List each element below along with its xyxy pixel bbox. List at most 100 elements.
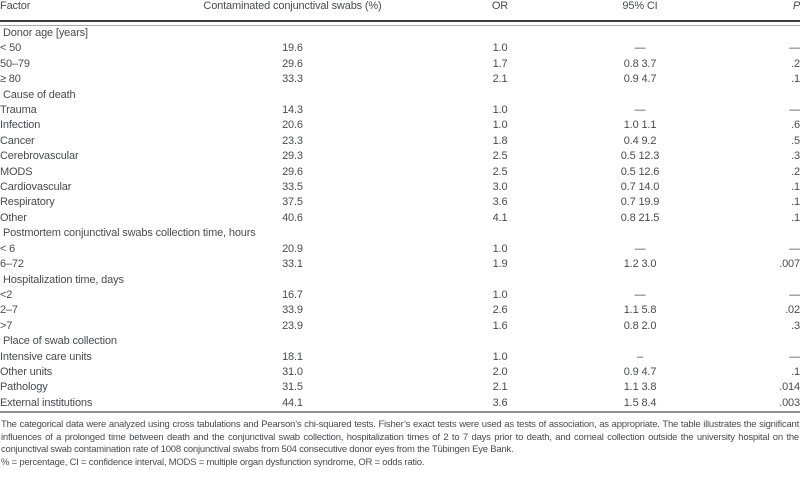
cell-or: 3.0 xyxy=(492,181,508,194)
cell-swabs: 14.3 xyxy=(282,104,303,117)
table-row: Cerebrovascular 29.3 2.5 0.5 12.3 .3 xyxy=(0,149,800,164)
cell-swabs: 33.9 xyxy=(282,304,303,317)
cell-p: .1 xyxy=(791,211,800,224)
cell-or: 1.8 xyxy=(492,134,508,147)
cell-p: .1 xyxy=(791,181,800,194)
cell-factor: < 50 xyxy=(0,42,22,55)
cell-p: — xyxy=(789,350,800,363)
cell-factor: MODS xyxy=(0,165,33,178)
cell-factor: Cancer xyxy=(0,134,35,147)
table-row: Infection 20.6 1.0 1.0 1.1 .6 xyxy=(0,118,800,133)
cell-swabs: 40.6 xyxy=(282,211,303,224)
cell-or: 1.0 xyxy=(492,119,508,132)
cell-ci: 0.8 21.5 xyxy=(620,211,660,224)
cell-p: .003 xyxy=(670,395,800,414)
cell-ci: 1.2 3.0 xyxy=(623,258,657,271)
cell-swabs: 31.5 xyxy=(282,381,303,394)
cell-swabs: 16.7 xyxy=(282,288,303,301)
cell-factor: Cardiovascular xyxy=(0,181,72,194)
cell-or: 3.6 xyxy=(390,395,610,414)
cell-ci: 0.9 4.7 xyxy=(623,73,657,86)
cell-or: 1.0 xyxy=(492,42,508,55)
footnote-abbreviations: % = percentage, CI = confidence interval… xyxy=(1,457,425,469)
cell-p: .014 xyxy=(779,381,800,394)
cell-factor: Intensive care units xyxy=(0,350,92,363)
cell-or: 2.6 xyxy=(492,304,508,317)
cell-or: 1.0 xyxy=(492,104,508,117)
cell-or: 1.6 xyxy=(492,319,508,332)
table-row: 50–79 29.6 1.7 0.8 3.7 .2 xyxy=(0,57,800,72)
cell-factor: < 6 xyxy=(0,242,16,255)
cell-ci: 0.7 19.9 xyxy=(620,196,660,209)
cell-ci: — xyxy=(634,104,646,117)
cell-factor: Trauma xyxy=(0,104,37,117)
table-row: Trauma 14.3 1.0 — — xyxy=(0,103,800,118)
cell-ci: – xyxy=(637,350,643,363)
cell-or: 2.5 xyxy=(492,165,508,178)
cell-ci: 0.8 2.0 xyxy=(623,319,657,332)
group-header-row: Place of swab collection xyxy=(0,334,800,349)
cell-ci: — xyxy=(634,288,646,301)
cell-p: .2 xyxy=(791,57,800,70)
cell-or: 2.1 xyxy=(492,73,508,86)
cell-or: 2.1 xyxy=(492,381,508,394)
cell-or: 1.0 xyxy=(492,350,508,363)
col-header-contaminated-swabs: Contaminated conjunctival swabs (%) xyxy=(195,0,390,22)
table-row: Cardiovascular 33.5 3.0 0.7 14.0 .1 xyxy=(0,180,800,195)
cell-ci: 0.8 3.7 xyxy=(623,57,657,70)
group-header-row: Hospitalization time, days xyxy=(0,273,800,288)
cell-or: 4.1 xyxy=(492,211,508,224)
cell-swabs: 29.6 xyxy=(282,57,303,70)
group-header-row: Postmortem conjunctival swabs collection… xyxy=(0,226,800,241)
cell-factor: 50–79 xyxy=(0,57,30,70)
table-row: <2 16.7 1.0 — — xyxy=(0,288,800,303)
col-header-p-value: P xyxy=(670,0,800,22)
cell-swabs: 29.6 xyxy=(282,165,303,178)
cell-or: 1.0 xyxy=(492,242,508,255)
cell-ci: 0.5 12.3 xyxy=(620,150,660,163)
cell-factor: Infection xyxy=(0,119,41,132)
table-body: Donor age [years] < 50 19.6 1.0 — — 50–79 29.6 1… xyxy=(0,21,800,414)
table-header: Factor Contaminated conjunctival swabs (… xyxy=(0,0,800,22)
table-row: Intensive care units 18.1 1.0 – — xyxy=(0,350,800,365)
cell-ci: — xyxy=(634,242,646,255)
cell-factor: <2 xyxy=(0,288,13,301)
cell-p: .1 xyxy=(791,73,800,86)
cell-swabs: 37.5 xyxy=(282,196,303,209)
cell-ci: 0.5 12.6 xyxy=(620,165,660,178)
table-row: 2–7 33.9 2.6 1.1 5.8 .02 xyxy=(0,303,800,318)
cell-swabs: 20.6 xyxy=(282,119,303,132)
cell-factor: Cerebrovascular xyxy=(0,150,79,163)
table-row: Cancer 23.3 1.8 0.4 9.2 .5 xyxy=(0,134,800,149)
cell-swabs: 33.3 xyxy=(282,73,303,86)
cell-factor: External institutions xyxy=(0,395,195,414)
cell-swabs: 18.1 xyxy=(282,350,303,363)
cell-swabs: 31.0 xyxy=(282,365,303,378)
cell-p: .3 xyxy=(791,319,800,332)
cell-ci: 0.7 14.0 xyxy=(620,181,660,194)
cell-p: .5 xyxy=(791,134,800,147)
cell-p: — xyxy=(789,104,800,117)
cell-swabs: 44.1 xyxy=(195,395,390,414)
statistics-table: Factor Contaminated conjunctival swabs (… xyxy=(0,0,800,414)
table-row: < 50 19.6 1.0 — — xyxy=(0,41,800,56)
cell-factor: 6–72 xyxy=(0,258,24,271)
cell-or: 3.6 xyxy=(492,196,508,209)
group-header-row: Cause of death xyxy=(0,88,800,103)
table-row: ≥ 80 33.3 2.1 0.9 4.7 .1 xyxy=(0,72,800,87)
cell-factor: Respiratory xyxy=(0,196,55,209)
cell-or: 1.7 xyxy=(492,57,508,70)
cell-swabs: 23.3 xyxy=(282,134,303,147)
table-row: Other units 31.0 2.0 0.9 4.7 .1 xyxy=(0,365,800,380)
header-thin-rule xyxy=(0,21,800,26)
cell-ci: 1.1 5.8 xyxy=(623,304,657,317)
table-row: MODS 29.6 2.5 0.5 12.6 .2 xyxy=(0,165,800,180)
cell-factor: 2–7 xyxy=(0,304,18,317)
cell-p: — xyxy=(789,42,800,55)
col-header-odds-ratio: OR xyxy=(390,0,610,22)
cell-or: 2.5 xyxy=(492,150,508,163)
group-label: Cause of death xyxy=(3,88,76,101)
cell-p: .2 xyxy=(791,165,800,178)
cell-swabs: 29.3 xyxy=(282,150,303,163)
